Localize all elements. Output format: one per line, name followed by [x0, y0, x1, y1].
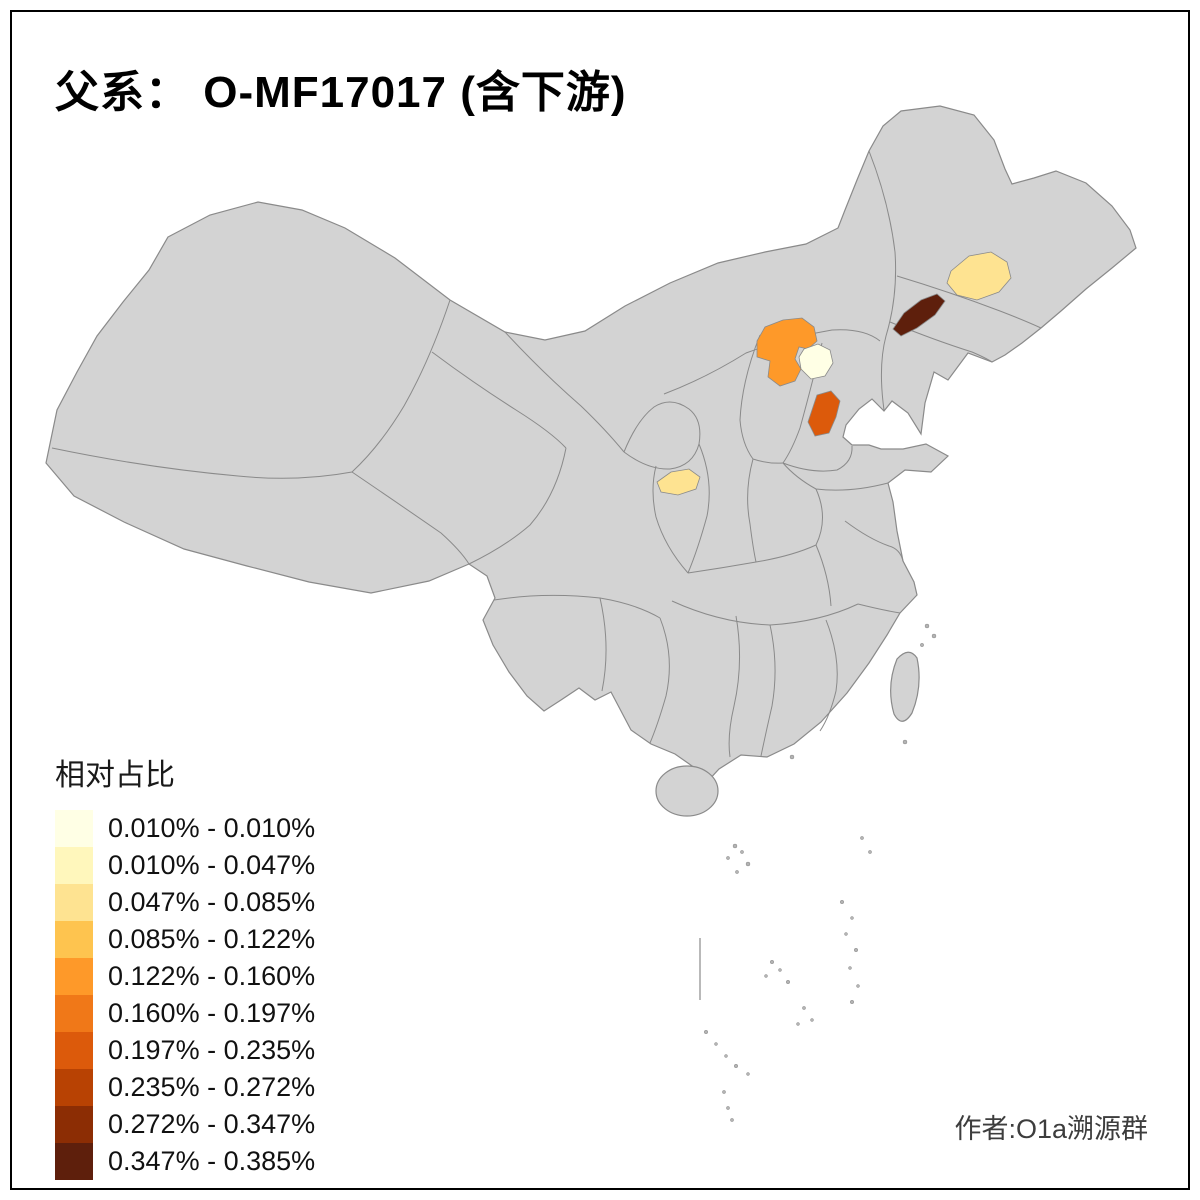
- legend-title: 相对占比: [55, 759, 175, 792]
- legend-label: 0.235% - 0.272%: [108, 1072, 316, 1102]
- mainland: [45, 105, 1137, 784]
- map-region-western-liaoning: [892, 293, 946, 337]
- legend-entry: 0.235% - 0.272%: [55, 1069, 315, 1106]
- legend-swatch: [55, 958, 93, 995]
- legend-swatch: [55, 1106, 93, 1143]
- map-title: 父系： O-MF17017 (含下游): [55, 68, 627, 117]
- legend-label: 0.122% - 0.160%: [108, 961, 316, 991]
- legend-label: 0.010% - 0.047%: [108, 850, 316, 880]
- legend-swatch: [55, 1069, 93, 1106]
- legend-entry: 0.010% - 0.010%: [55, 810, 315, 847]
- taiwan-island: [890, 651, 920, 722]
- province-borders: [51, 150, 1042, 758]
- legend-entry: 0.085% - 0.122%: [55, 921, 315, 958]
- legend-entries: 0.010% - 0.010% 0.010% - 0.047% 0.047% - 0…: [55, 810, 315, 1180]
- legend-entry: 0.047% - 0.085%: [55, 884, 315, 921]
- legend-label: 0.347% - 0.385%: [108, 1146, 316, 1176]
- legend: 相对占比 0.010% - 0.010% 0.010% - 0.047% 0.047…: [55, 750, 315, 1180]
- legend-swatch: [55, 884, 93, 921]
- legend-swatch: [55, 1143, 93, 1180]
- legend-label: 0.085% - 0.122%: [108, 924, 316, 954]
- map-region-eastern-gansu: [656, 468, 701, 496]
- legend-label: 0.272% - 0.347%: [108, 1109, 316, 1139]
- map-region-beijing: [798, 343, 834, 380]
- legend-label: 0.047% - 0.085%: [108, 887, 316, 917]
- legend-entry: 0.272% - 0.347%: [55, 1106, 315, 1143]
- legend-entry: 0.197% - 0.235%: [55, 1032, 315, 1069]
- legend-swatch: [55, 847, 93, 884]
- legend-entry: 0.160% - 0.197%: [55, 995, 315, 1032]
- map-region-central-jilin: [946, 251, 1012, 301]
- legend-label: 0.010% - 0.010%: [108, 813, 316, 843]
- legend-entry: 0.122% - 0.160%: [55, 958, 315, 995]
- map-region-western-shandong: [807, 390, 841, 437]
- legend-swatch: [55, 995, 93, 1032]
- legend-entry: 0.010% - 0.047%: [55, 847, 315, 884]
- legend-label: 0.160% - 0.197%: [108, 998, 316, 1028]
- legend-label: 0.197% - 0.235%: [108, 1035, 316, 1065]
- south-china-sea-islands: [699, 623, 937, 1122]
- legend-swatch: [55, 1032, 93, 1069]
- legend-entry: 0.347% - 0.385%: [55, 1143, 315, 1180]
- legend-swatch: [55, 810, 93, 847]
- hainan-island: [655, 765, 719, 817]
- attribution: 作者:O1a溯源群: [954, 1114, 1148, 1144]
- legend-swatch: [55, 921, 93, 958]
- map-region-northern-shanxi: [756, 317, 818, 387]
